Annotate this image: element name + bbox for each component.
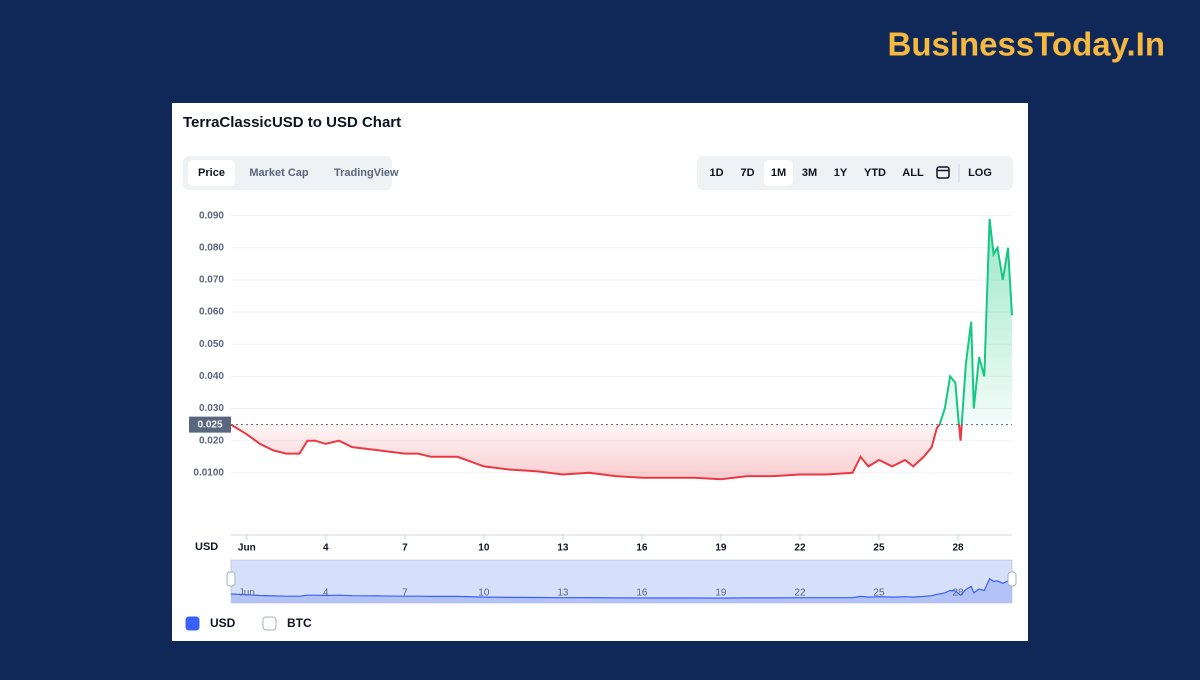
tab[interactable]: TradingView: [334, 167, 399, 179]
currency-label: USD: [210, 616, 236, 630]
y-tick-label: 0.0100: [193, 467, 224, 478]
tab-group: [183, 156, 392, 190]
x-tick-label: 19: [715, 543, 727, 554]
chart-layer: Price Market Cap TradingView 1D 7D 1M 3M 1Y YTD A…: [185, 160, 1017, 631]
range-button[interactable]: YTD: [864, 167, 886, 179]
x-tick-label: 22: [794, 543, 806, 554]
x-tick-label: 13: [557, 543, 569, 554]
range-button[interactable]: 1Y: [834, 167, 848, 179]
x-tick-label: Jun: [238, 543, 256, 554]
tab[interactable]: Price: [198, 167, 225, 179]
y-tick-label: 0.020: [199, 435, 224, 446]
navigator-label: 7: [402, 588, 408, 599]
calendar-body: [936, 166, 950, 179]
navigator-label: 25: [873, 588, 885, 599]
navigator-area: [231, 578, 1012, 603]
checkbox[interactable]: [262, 616, 277, 631]
card: [172, 103, 1028, 641]
calendar-icon[interactable]: [936, 166, 950, 179]
navigator-label: 10: [478, 588, 490, 599]
log-button[interactable]: LOG: [968, 167, 992, 179]
tab[interactable]: Market Cap: [249, 167, 309, 179]
chart-title: TerraClassicUSD to USD Chart: [183, 114, 401, 131]
tab-active: [188, 160, 235, 186]
navigator-label: 19: [715, 588, 727, 599]
brand: BusinessToday.In: [887, 26, 1165, 63]
y-tick-label: 0.060: [199, 307, 224, 318]
range-button[interactable]: ALL: [902, 167, 924, 179]
range-active: [764, 160, 793, 186]
y-tick-label: 0.050: [199, 339, 224, 350]
y-tick-label: 0.070: [199, 275, 224, 286]
range-button[interactable]: 7D: [740, 167, 754, 179]
y-tick-label: 0.080: [199, 242, 224, 253]
checkbox[interactable]: [185, 616, 200, 631]
navigator-label: 22: [794, 588, 806, 599]
range-button[interactable]: 3M: [802, 167, 817, 179]
range-button[interactable]: 1D: [709, 167, 723, 179]
price-line: [230, 218, 1013, 481]
navigator-line: [230, 577, 1013, 599]
navigator-handle[interactable]: [226, 571, 236, 587]
range-button[interactable]: 1M: [771, 167, 786, 179]
x-tick-label: 4: [323, 543, 329, 554]
x-tick-label: 25: [873, 543, 885, 554]
reference-label: 0.025: [197, 419, 222, 430]
navigator-handle[interactable]: [1007, 571, 1017, 587]
reference-box: [189, 416, 231, 433]
y-tick-label: 0.090: [199, 210, 224, 221]
navigator-label: 13: [557, 588, 569, 599]
y-tick-label: 0.040: [199, 371, 224, 382]
navigator-label: 4: [323, 588, 329, 599]
x-tick-label: 16: [636, 543, 648, 554]
x-tick-label: 28: [952, 543, 964, 554]
navigator-label: Jun: [239, 588, 255, 599]
y-tick-label: 0.030: [199, 403, 224, 414]
y-unit: USD: [195, 541, 218, 553]
navigator-label: 16: [636, 588, 648, 599]
currency-label: BTC: [287, 616, 312, 630]
navigator-label: 28: [952, 588, 964, 599]
x-tick-label: 10: [478, 543, 490, 554]
x-tick-label: 7: [402, 543, 408, 554]
price-area: [231, 218, 1012, 480]
